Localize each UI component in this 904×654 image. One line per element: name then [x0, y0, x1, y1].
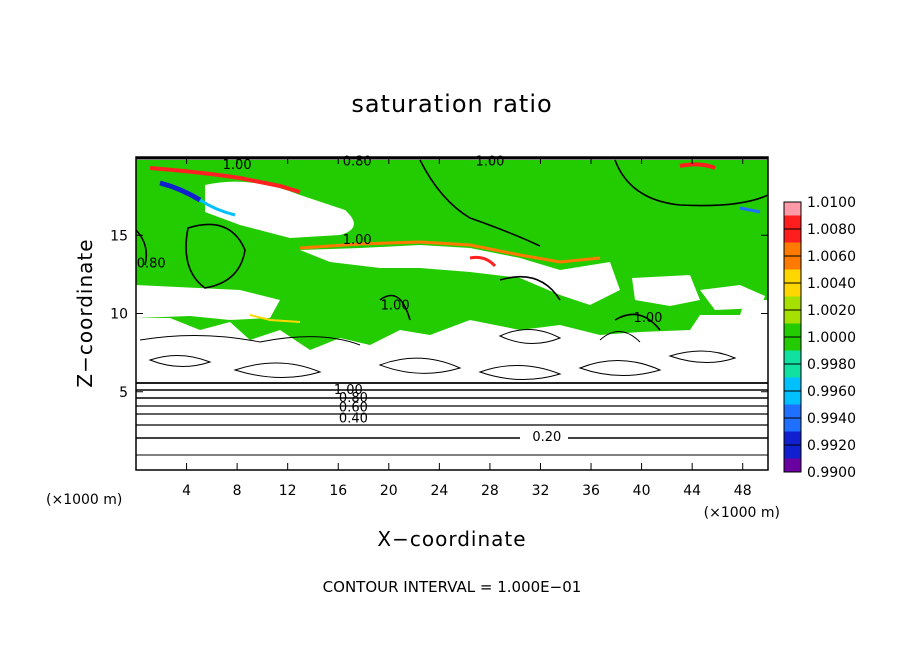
x-axis-unit: (×1000 m): [704, 505, 780, 521]
colorbar-swatch: [784, 256, 801, 270]
contour-label: 0.80: [343, 155, 372, 170]
y-axis-label: Z−coordinate: [73, 238, 97, 387]
colorbar-label: 0.9940: [807, 411, 856, 427]
colorbar-label: 1.0000: [807, 330, 856, 346]
x-tick-label: 12: [279, 483, 297, 499]
subsaturated-patch: [300, 245, 620, 305]
x-axis-ticks: 4 8 12 16 20 24 28 32 36 40 44 48: [182, 157, 752, 499]
colorbar-swatch: [784, 391, 801, 405]
colorbar-swatch: [784, 269, 801, 283]
supersaturated-band: [249, 314, 301, 323]
contour-label: 1.00: [381, 299, 410, 314]
contour-label: 1.00: [633, 311, 662, 326]
colorbar: 1.0100 1.0080 1.0060 1.0040 1.0020 1.0000 0.99…: [783, 195, 856, 481]
contour-label: 0.80: [137, 256, 166, 271]
y-axis-unit: (×1000 m): [46, 492, 122, 508]
colorbar-swatch: [784, 404, 801, 418]
contour-interval-note: CONTOUR INTERVAL = 1.000E−01: [323, 578, 582, 596]
colorbar-swatch: [784, 445, 801, 459]
y-tick-label: 5: [119, 385, 128, 401]
supersaturated-band: [469, 255, 497, 268]
colorbar-label: 0.9980: [807, 357, 856, 373]
supersaturated-band: [299, 240, 601, 264]
x-tick-label: 8: [233, 483, 242, 499]
colorbar-swatch: [784, 310, 801, 324]
y-axis-ticks: 5 10 15: [110, 228, 768, 401]
contour-label: 1.00: [475, 155, 504, 170]
x-tick-label: 32: [532, 483, 550, 499]
y-tick-label: 10: [110, 307, 128, 323]
colorbar-swatch: [784, 296, 801, 310]
colorbar-swatch: [784, 377, 801, 391]
x-tick-label: 48: [734, 483, 752, 499]
contour-lines: [136, 159, 768, 456]
colorbar-label: 1.0080: [807, 222, 856, 238]
supersaturated-band: [149, 166, 301, 194]
chart-title: saturation ratio: [351, 90, 552, 118]
colorbar-label: 0.9920: [807, 438, 856, 454]
colorbar-label: 0.9960: [807, 384, 856, 400]
contour-label: 0.80: [339, 391, 368, 406]
colorbar-swatch: [784, 202, 801, 216]
dry-edge: [199, 198, 236, 217]
contour-labels: 1.000.801.001.000.801.001.001.000.800.60…: [137, 155, 663, 445]
colorbar-swatch: [784, 337, 801, 351]
x-tick-label: 20: [380, 483, 398, 499]
colorbar-swatch: [784, 458, 801, 472]
contour-label: 0.60: [339, 400, 368, 415]
contour-label: 1.00: [223, 158, 252, 173]
subsaturated-patch: [632, 275, 700, 306]
colorbar-label: 1.0060: [807, 249, 856, 265]
contour-label: 0.20: [532, 430, 561, 445]
x-tick-label: 16: [329, 483, 347, 499]
colorbar-swatch: [784, 323, 801, 337]
dry-edge: [739, 206, 761, 214]
subsaturated-patch: [700, 285, 765, 310]
colorbar-swatch: [784, 364, 801, 378]
subsaturated-patch: [205, 181, 354, 238]
dry-edge: [159, 180, 202, 203]
colorbar-swatch: [784, 418, 801, 432]
colorbar-swatch: [784, 229, 801, 243]
subsaturated-patch: [136, 285, 280, 320]
contour-label: 1.00: [343, 233, 372, 248]
colorbar-label: 0.9900: [807, 465, 856, 481]
y-tick-label: 15: [110, 228, 128, 244]
x-tick-label: 4: [182, 483, 191, 499]
supersaturated-band: [679, 162, 716, 170]
colorbar-swatch: [784, 431, 801, 445]
x-tick-label: 44: [683, 483, 701, 499]
colorbar-swatch: [784, 242, 801, 256]
colorbar-label: 1.0020: [807, 303, 856, 319]
x-tick-label: 28: [481, 483, 499, 499]
colorbar-swatch: [784, 283, 801, 297]
contour-label: 0.40: [339, 411, 368, 426]
plot-area: [136, 157, 768, 470]
colorbar-label: 1.0040: [807, 276, 856, 292]
colorbar-swatch: [784, 215, 801, 229]
x-tick-label: 40: [633, 483, 651, 499]
x-tick-label: 24: [430, 483, 448, 499]
colorbar-label: 1.0100: [807, 195, 856, 211]
contour-label: 1.00: [334, 383, 363, 398]
colorbar-swatch: [784, 350, 801, 364]
x-tick-label: 36: [582, 483, 600, 499]
x-axis-label: X−coordinate: [377, 527, 526, 551]
